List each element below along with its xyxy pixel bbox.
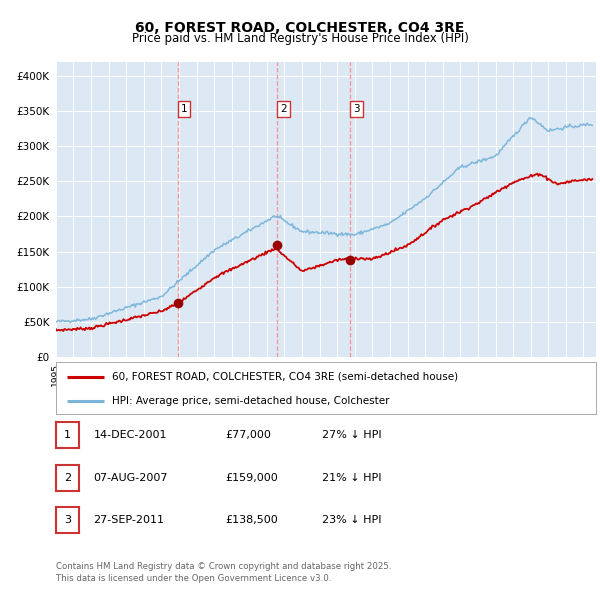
Text: 14-DEC-2001: 14-DEC-2001 bbox=[94, 431, 167, 440]
Text: 27% ↓ HPI: 27% ↓ HPI bbox=[322, 431, 381, 440]
Text: Contains HM Land Registry data © Crown copyright and database right 2025.
This d: Contains HM Land Registry data © Crown c… bbox=[56, 562, 391, 583]
Text: £159,000: £159,000 bbox=[226, 473, 278, 483]
Text: £138,500: £138,500 bbox=[226, 516, 278, 525]
Text: 2: 2 bbox=[280, 104, 287, 114]
Text: 23% ↓ HPI: 23% ↓ HPI bbox=[322, 516, 381, 525]
Text: 1: 1 bbox=[181, 104, 187, 114]
Text: 1: 1 bbox=[64, 431, 71, 440]
Text: 27-SEP-2011: 27-SEP-2011 bbox=[94, 516, 164, 525]
Text: 60, FOREST ROAD, COLCHESTER, CO4 3RE: 60, FOREST ROAD, COLCHESTER, CO4 3RE bbox=[136, 21, 464, 35]
Text: 60, FOREST ROAD, COLCHESTER, CO4 3RE (semi-detached house): 60, FOREST ROAD, COLCHESTER, CO4 3RE (se… bbox=[113, 372, 458, 382]
Text: 2: 2 bbox=[64, 473, 71, 483]
Text: 07-AUG-2007: 07-AUG-2007 bbox=[94, 473, 168, 483]
Text: 21% ↓ HPI: 21% ↓ HPI bbox=[322, 473, 381, 483]
Text: Price paid vs. HM Land Registry's House Price Index (HPI): Price paid vs. HM Land Registry's House … bbox=[131, 32, 469, 45]
Text: HPI: Average price, semi-detached house, Colchester: HPI: Average price, semi-detached house,… bbox=[113, 396, 390, 406]
Text: £77,000: £77,000 bbox=[226, 431, 271, 440]
Text: 3: 3 bbox=[64, 516, 71, 525]
Text: 3: 3 bbox=[353, 104, 359, 114]
